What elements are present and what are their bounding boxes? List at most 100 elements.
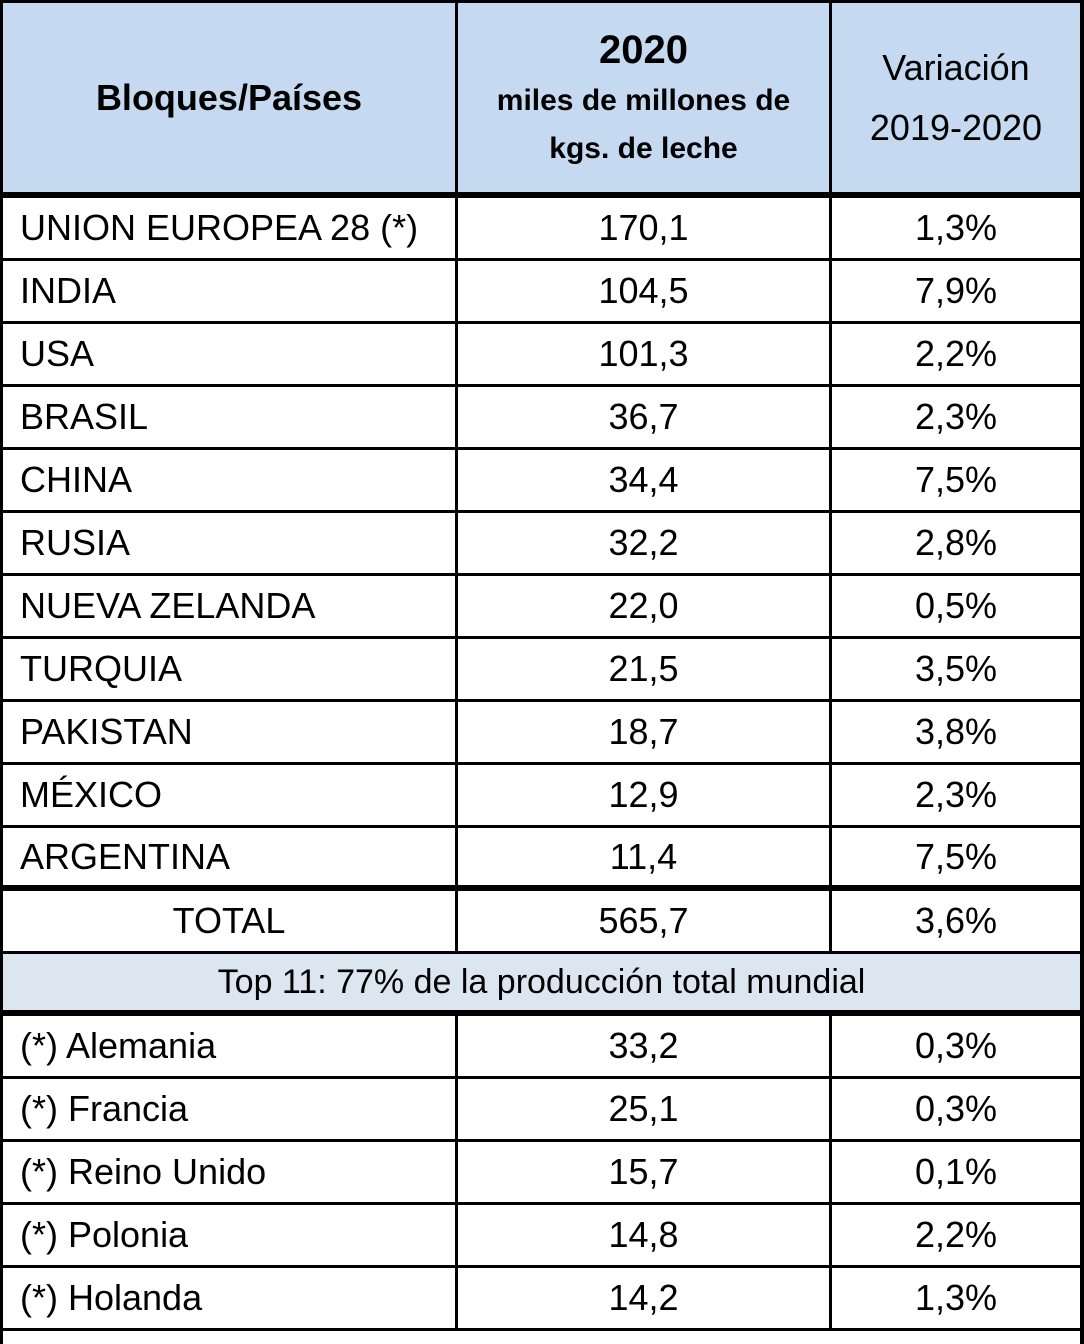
table-cell: 36,7	[458, 387, 832, 447]
cell-text: 1,3%	[914, 207, 998, 248]
cell-text: 14,8	[608, 1214, 679, 1255]
header-row: Bloques/Países 2020 miles de millones de…	[3, 3, 1080, 198]
table-cell: BRASIL	[3, 387, 458, 447]
table-row: PAKISTAN 18,7 3,8%	[3, 702, 1080, 765]
table-cell: 565,7	[458, 891, 832, 951]
table-cell: 11,4	[458, 828, 832, 885]
table-cell: 2,3%	[832, 765, 1080, 825]
table-cell: 34,4	[458, 450, 832, 510]
table-row: (*) Francia 25,1 0,3%	[3, 1079, 1080, 1142]
header-cell: Bloques/Países	[3, 3, 458, 192]
table-row: ARGENTINA 11,4 7,5%	[3, 828, 1080, 891]
table-cell: 32,2	[458, 513, 832, 573]
table-row: USA 101,3 2,2%	[3, 324, 1080, 387]
table-row: TURQUIA 21,5 3,5%	[3, 639, 1080, 702]
cell-text: 0,3%	[914, 1025, 998, 1066]
table-cell: 14,2	[458, 1268, 832, 1328]
table-row: (*) Alemania 33,2 0,3%	[3, 1016, 1080, 1079]
table-cell: 3,6%	[832, 891, 1080, 951]
table-cell: 0,3%	[832, 1016, 1080, 1076]
cell-text: 22,0	[608, 585, 679, 626]
cell-text: BRASIL	[20, 396, 149, 437]
table-cell: 170,1	[458, 198, 832, 258]
table-cell: TURQUIA	[3, 639, 458, 699]
cell-text: 21,5	[608, 648, 679, 689]
table-cell: CHINA	[3, 450, 458, 510]
table-row: (*) Polonia 14,8 2,2%	[3, 1205, 1080, 1268]
cell-text: 104,5	[598, 270, 689, 311]
table-row: INDIA 104,5 7,9%	[3, 261, 1080, 324]
table-cell: 2,8%	[832, 513, 1080, 573]
cell-text: PAKISTAN	[20, 711, 193, 752]
note-row: Top 11: 77% de la producción total mundi…	[3, 954, 1080, 1016]
cell-text: 15,7	[608, 1151, 679, 1192]
cell-text: 2,8%	[914, 522, 998, 563]
cell-text: 2,3%	[914, 774, 998, 815]
table-cell: (*) Holanda	[3, 1268, 458, 1328]
table-cell: ARGENTINA	[3, 828, 458, 885]
table-cell: (*) Polonia	[3, 1205, 458, 1265]
cell-text: 11,4	[609, 835, 678, 877]
table-row: BRASIL 36,7 2,3%	[3, 387, 1080, 450]
cell-text: 0,1%	[914, 1151, 998, 1192]
cell-text: TURQUIA	[20, 648, 182, 689]
cell-text: 0,3%	[914, 1088, 998, 1129]
cell-text: 2,2%	[914, 1214, 998, 1255]
table-cell: 33,2	[458, 1016, 832, 1076]
table-cell: NUEVA ZELANDA	[3, 576, 458, 636]
table-cell: 25,1	[458, 1079, 832, 1139]
header-unit: kgs. de leche	[549, 131, 738, 165]
table-row: MÉXICO 12,9 2,3%	[3, 765, 1080, 828]
cell-text: ARGENTINA	[20, 835, 231, 877]
table-cell: (*) Francia	[3, 1079, 458, 1139]
table-row: (*) Holanda 14,2 1,3%	[3, 1268, 1080, 1331]
cell-text: 170,1	[598, 207, 689, 248]
cell-text: INDIA	[20, 270, 117, 311]
cell-text: 7,5%	[914, 835, 998, 877]
table-row: NUEVA ZELANDA 22,0 0,5%	[3, 576, 1080, 639]
cell-text: TOTAL	[172, 900, 286, 941]
table-cell: 2,3%	[832, 387, 1080, 447]
table-cell: 7,9%	[832, 261, 1080, 321]
header-text: Variación	[882, 46, 1030, 88]
header-text: Bloques/Países	[95, 76, 363, 118]
cell-text: 565,7	[598, 900, 689, 941]
cell-text: 18,7	[608, 711, 679, 752]
table-cell: INDIA	[3, 261, 458, 321]
table-cell: 0,1%	[832, 1142, 1080, 1202]
table-cell: 22,0	[458, 576, 832, 636]
table-cell: 1,3%	[832, 1268, 1080, 1328]
table-cell: 0,3%	[832, 1079, 1080, 1139]
cell-text: 2,2%	[914, 333, 998, 374]
table-cell: 15,7	[458, 1142, 832, 1202]
table-cell: PAKISTAN	[3, 702, 458, 762]
cell-text: 7,5%	[914, 459, 998, 500]
table-cell: 12,9	[458, 765, 832, 825]
cell-text: 3,6%	[914, 900, 998, 941]
cell-text: CHINA	[20, 459, 133, 500]
table-cell: 104,5	[458, 261, 832, 321]
table-cell: 101,3	[458, 324, 832, 384]
cell-text: 36,7	[608, 396, 679, 437]
cell-text: 14,2	[608, 1277, 679, 1318]
table-row: UNION EUROPEA 28 (*) 170,1 1,3%	[3, 198, 1080, 261]
table-row: CHINA 34,4 7,5%	[3, 450, 1080, 513]
table-cell: MÉXICO	[3, 765, 458, 825]
cell-text: 3,5%	[914, 648, 998, 689]
cell-text: UNION EUROPEA 28 (*)	[20, 207, 419, 248]
header-unit: miles de millones de	[496, 83, 791, 117]
cell-text: 34,4	[608, 459, 679, 500]
table-cell: 18,7	[458, 702, 832, 762]
table-cell: 1,3%	[832, 198, 1080, 258]
cell-text: MÉXICO	[20, 774, 163, 815]
cell-text: 0,5%	[914, 585, 998, 626]
table-cell: 0,5%	[832, 576, 1080, 636]
header-text: 2019-2020	[869, 106, 1043, 148]
cell-text: USA	[20, 333, 95, 374]
cell-text: NUEVA ZELANDA	[20, 585, 316, 626]
table-cell: TOTAL	[3, 891, 458, 951]
cell-text: (*) Alemania	[20, 1025, 217, 1066]
table-cell: UNION EUROPEA 28 (*)	[3, 198, 458, 258]
table-cell: (*) Reino Unido	[3, 1142, 458, 1202]
